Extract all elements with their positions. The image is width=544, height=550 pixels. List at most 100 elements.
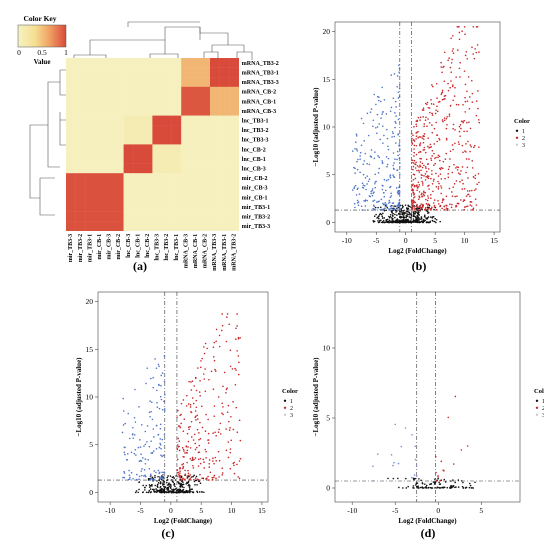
data-point <box>444 158 447 160</box>
heatmap-cell <box>133 163 143 174</box>
data-point <box>405 218 408 221</box>
data-point <box>437 200 439 202</box>
heatmap-cell <box>162 202 172 212</box>
data-point <box>439 173 442 176</box>
data-point <box>426 125 428 127</box>
data-point <box>211 476 213 479</box>
data-point <box>361 186 364 189</box>
data-point <box>158 407 161 410</box>
heatmap-cell <box>66 125 76 135</box>
data-point <box>415 184 418 187</box>
data-point <box>428 107 431 109</box>
heatmap-cell <box>123 58 134 68</box>
data-point <box>386 218 389 221</box>
data-point <box>419 486 422 489</box>
heatmap-row-label: mir_CB-2 <box>242 176 268 182</box>
data-point <box>434 112 437 115</box>
heatmap-cell <box>142 163 153 174</box>
data-point <box>411 143 414 145</box>
data-point <box>447 89 450 92</box>
data-point <box>176 447 179 450</box>
data-point <box>155 488 157 490</box>
data-point <box>127 412 130 415</box>
data-point <box>412 134 414 137</box>
data-point <box>222 385 224 388</box>
data-point <box>439 159 441 162</box>
heatmap-column-label: mRNA_CB-1 <box>193 234 199 268</box>
data-point <box>400 445 403 448</box>
data-point <box>376 95 379 98</box>
data-point <box>203 352 206 355</box>
heatmap-cell <box>181 192 191 203</box>
data-point <box>160 447 162 450</box>
data-point <box>192 467 195 469</box>
data-point <box>431 124 433 126</box>
heatmap-cell <box>114 86 124 97</box>
heatmap-cell <box>152 221 163 231</box>
data-point <box>463 25 466 28</box>
data-point <box>437 180 439 183</box>
data-point <box>459 180 461 183</box>
data-point <box>452 123 455 126</box>
data-point <box>427 207 429 210</box>
data-point <box>212 457 214 460</box>
data-point <box>390 192 392 195</box>
data-point <box>408 205 411 208</box>
data-point <box>391 221 394 223</box>
data-point <box>229 451 232 454</box>
data-point <box>177 409 179 412</box>
heatmap-cell <box>200 154 211 164</box>
data-point <box>207 418 209 421</box>
data-point <box>201 426 204 429</box>
data-point <box>138 478 140 480</box>
data-point <box>466 130 468 133</box>
data-point <box>122 424 125 426</box>
data-point <box>421 180 423 183</box>
data-point <box>237 373 240 376</box>
heatmap-cell <box>219 163 230 174</box>
data-point <box>451 50 454 52</box>
data-point <box>385 219 387 221</box>
data-point <box>379 100 382 103</box>
data-point <box>392 217 394 220</box>
data-point <box>391 136 393 138</box>
data-point <box>461 485 464 488</box>
data-point <box>159 442 161 445</box>
data-point <box>427 185 429 188</box>
data-point <box>420 177 423 179</box>
data-point <box>195 475 198 478</box>
data-point <box>372 119 375 122</box>
data-point <box>179 426 182 429</box>
data-point <box>146 441 148 443</box>
data-point <box>401 212 404 215</box>
data-point <box>467 140 469 143</box>
heatmap-cell <box>171 144 182 155</box>
data-point <box>204 430 207 432</box>
data-point <box>389 175 391 177</box>
heatmap-cell <box>190 115 201 126</box>
data-point <box>461 166 464 168</box>
data-point <box>385 209 387 212</box>
data-point <box>152 386 155 389</box>
data-point <box>199 379 201 382</box>
heatmap-cell <box>190 221 201 231</box>
heatmap-cell <box>75 163 86 174</box>
data-point <box>372 207 374 210</box>
data-point <box>147 479 150 481</box>
data-point <box>157 469 160 472</box>
data-point <box>373 220 376 223</box>
data-point <box>134 421 137 423</box>
data-point <box>430 157 432 160</box>
heatmap-cell <box>66 67 76 78</box>
data-point <box>417 130 419 133</box>
data-point <box>416 186 418 188</box>
data-point <box>396 75 399 77</box>
heatmap-cell <box>114 154 124 164</box>
data-point <box>383 209 386 212</box>
data-point <box>424 165 427 168</box>
data-point <box>193 474 196 477</box>
data-point <box>458 31 461 34</box>
data-point <box>221 313 223 315</box>
data-point <box>208 466 211 468</box>
data-point <box>425 221 428 224</box>
